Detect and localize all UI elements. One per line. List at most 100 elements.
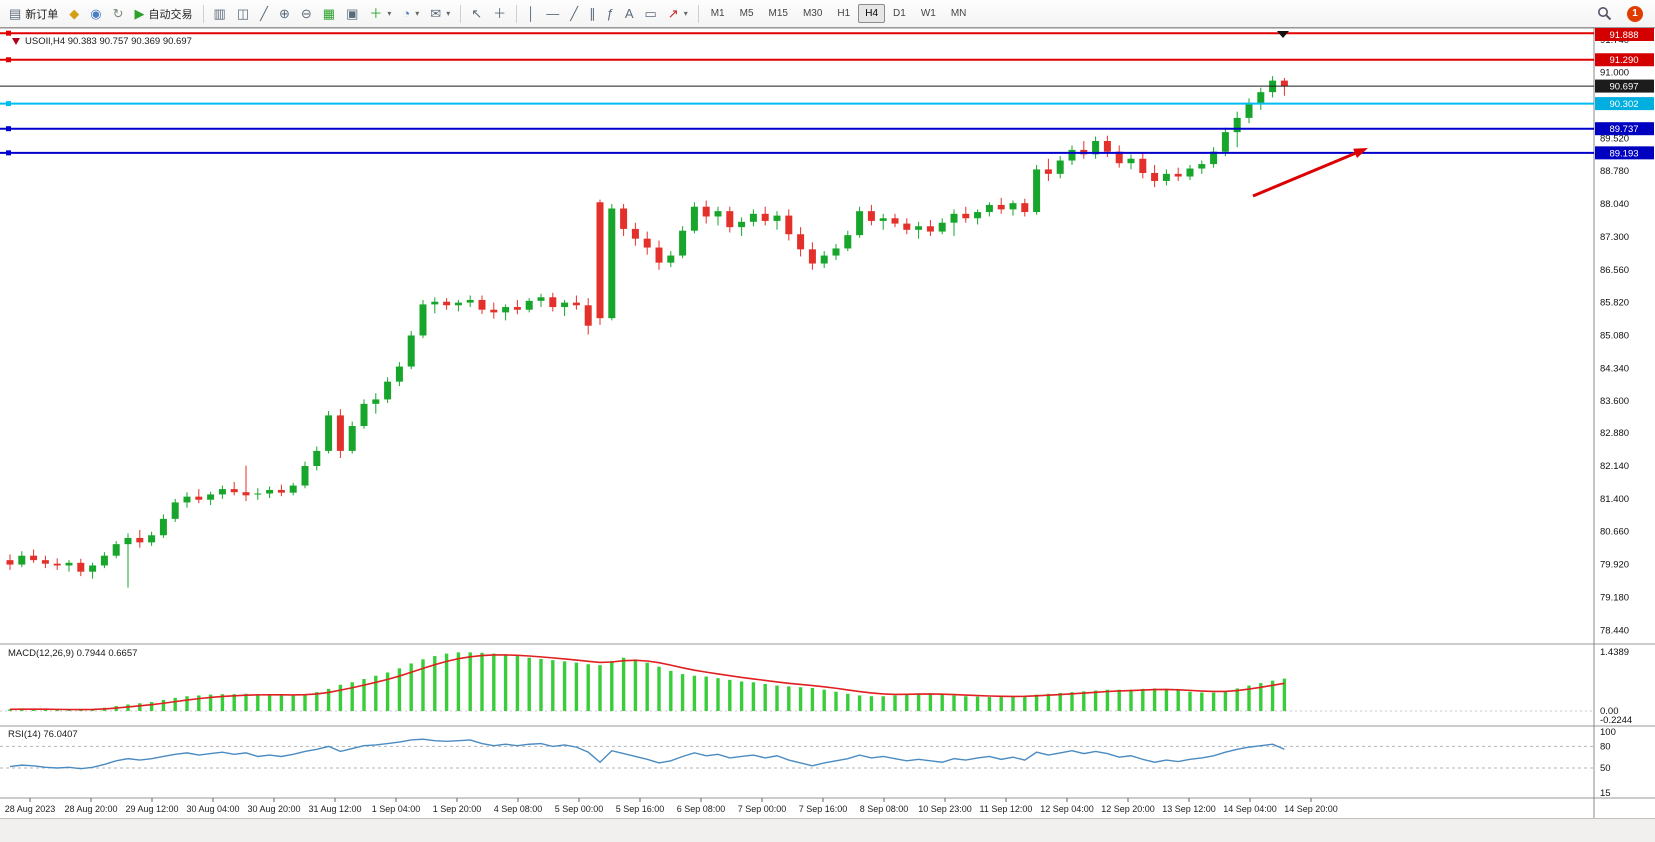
price-line-badge-text: 91.290 — [1609, 55, 1638, 66]
time-axis-label: 1 Sep 20:00 — [433, 804, 482, 814]
candle-body — [1092, 141, 1100, 155]
text-tool-button[interactable]: A — [620, 3, 639, 25]
crosshair-button[interactable]: ＋ — [488, 3, 511, 25]
trend-arrow[interactable] — [1252, 148, 1368, 198]
price-line-89.193[interactable]: 89.193 — [0, 146, 1654, 160]
timeframe-m1[interactable]: M1 — [710, 8, 725, 19]
candle-body — [148, 535, 156, 543]
line-handle[interactable] — [6, 126, 11, 132]
arrange-windows-button[interactable]: ▣ — [341, 3, 363, 25]
order-group: ▤ 新订单 ◆ ◉ ↻ ▶ 自动交易 — [4, 3, 198, 25]
candle-body — [1115, 151, 1123, 164]
line-handle[interactable] — [6, 30, 11, 36]
arrange-windows-icon: ▣ — [346, 6, 359, 21]
candle-body — [159, 518, 167, 536]
candle-body — [761, 213, 769, 221]
rsi-scale-label: 100 — [1600, 727, 1616, 738]
rsi-scale-label: 50 — [1600, 763, 1611, 774]
zoom-out-button[interactable]: ⊖ — [296, 3, 317, 25]
price-axis-label: 79.180 — [1600, 592, 1629, 603]
price-line-91.290[interactable]: 91.290 — [0, 53, 1654, 67]
candle-body — [136, 537, 144, 543]
candlestick-chart-button[interactable]: ◫ — [232, 3, 254, 25]
zoom-out-icon: ⊖ — [300, 6, 312, 21]
candle-body — [65, 562, 73, 566]
price-axis-label: 78.440 — [1600, 625, 1629, 636]
candle-body — [584, 305, 592, 326]
candle-body — [289, 485, 297, 493]
indicator-list-icon: ✉ — [430, 6, 442, 21]
market-depth-button[interactable]: ◆ — [64, 3, 84, 25]
new-chart-button[interactable]: ＋ ▾ — [364, 3, 396, 25]
candle-body — [726, 211, 734, 228]
timeframe-d1[interactable]: D1 — [893, 8, 906, 19]
candle-body — [1257, 92, 1265, 103]
chart-canvas[interactable]: 1.43890.00-0.224410080501591.74091.00089… — [0, 28, 1655, 842]
horizontal-line-button[interactable]: — — [541, 3, 564, 25]
timeframe-m30[interactable]: M30 — [802, 8, 823, 19]
candle-body — [572, 302, 580, 306]
auto-trading-button[interactable]: ▶ 自动交易 — [130, 3, 198, 25]
zoom-in-icon: ⊕ — [278, 6, 290, 21]
bar-chart-icon: ▥ — [213, 6, 226, 21]
refresh-icon: ↻ — [112, 6, 124, 21]
new-order-button[interactable]: ▤ 新订单 — [4, 3, 63, 25]
rsi-indicator-label: RSI(14) 76.0407 — [8, 729, 78, 740]
timeframe-h4[interactable]: H4 — [858, 4, 886, 23]
line-handle[interactable] — [6, 57, 11, 63]
zoom-in-button[interactable]: ⊕ — [274, 3, 295, 25]
candle-body — [1151, 172, 1159, 181]
candle-body — [879, 218, 887, 221]
economic-calendar-button[interactable]: ◉ — [85, 3, 106, 25]
price-line-91.888[interactable]: 91.888 — [0, 28, 1654, 41]
price-line-89.737[interactable]: 89.737 — [0, 122, 1654, 136]
candle-body — [454, 302, 462, 306]
trend-arrow-shaft[interactable] — [1252, 152, 1356, 198]
crosshair-icon: ＋ — [493, 6, 507, 21]
notification-badge[interactable]: 1 — [1627, 5, 1643, 22]
chart-shift-icon[interactable] — [1277, 31, 1289, 38]
price-axis-label: 81.400 — [1600, 494, 1629, 505]
line-chart-button[interactable]: ╱ — [255, 3, 273, 25]
tile-windows-button[interactable]: ▦ — [318, 3, 340, 25]
candle-body — [53, 563, 61, 566]
candle-body — [407, 335, 415, 367]
line-handle[interactable] — [6, 150, 11, 156]
label-tool-button[interactable]: ▭ — [639, 3, 661, 25]
period-button[interactable]: ◔ ▾ — [397, 3, 424, 25]
channel-button[interactable]: ∥ — [584, 3, 601, 25]
trend-arrow-head[interactable] — [1353, 148, 1368, 159]
candle-body — [372, 399, 380, 404]
arrows-tool-button[interactable]: ↗ ▾ — [663, 3, 693, 25]
timeframe-m15[interactable]: M15 — [768, 8, 788, 19]
candle-body — [844, 235, 852, 249]
candle-body — [714, 211, 722, 217]
fibonacci-button[interactable]: ƒ — [602, 3, 619, 25]
price-line-badge-text: 89.737 — [1609, 124, 1638, 135]
price-axis-label: 82.880 — [1600, 428, 1629, 439]
price-line-90.302[interactable]: 90.302 — [0, 97, 1654, 111]
vertical-line-icon: │ — [527, 6, 536, 21]
timeframe-m5[interactable]: M5 — [739, 8, 754, 19]
line-handle[interactable] — [6, 101, 11, 107]
time-axis-label: 28 Aug 2023 — [5, 804, 56, 814]
price-line-badge-text: 89.193 — [1609, 148, 1638, 159]
tile-windows-icon: ▦ — [322, 6, 336, 21]
time-axis-label: 10 Sep 23:00 — [918, 804, 972, 814]
timeframe-h1[interactable]: H1 — [837, 8, 851, 19]
trendline-button[interactable]: ╱ — [565, 3, 583, 25]
timeframe-w1[interactable]: W1 — [920, 8, 936, 19]
bottom-scrollbar-area[interactable] — [0, 818, 1655, 842]
search-button[interactable] — [1592, 3, 1617, 25]
bar-chart-button[interactable]: ▥ — [209, 3, 231, 25]
timeframe-mn[interactable]: MN — [950, 8, 967, 19]
price-line-badge — [1595, 53, 1654, 67]
chevron-down-icon: ▾ — [387, 9, 392, 18]
macd-scale-label: 0.00 — [1600, 706, 1619, 717]
candle-body — [867, 211, 875, 221]
indicators-button[interactable]: ✉ ▾ — [425, 3, 455, 25]
cursor-button[interactable]: ↖ — [466, 3, 487, 25]
price-line-90.697[interactable]: 90.697 — [0, 79, 1654, 93]
vertical-line-button[interactable]: │ — [522, 3, 540, 25]
refresh-button[interactable]: ↻ — [108, 3, 129, 25]
